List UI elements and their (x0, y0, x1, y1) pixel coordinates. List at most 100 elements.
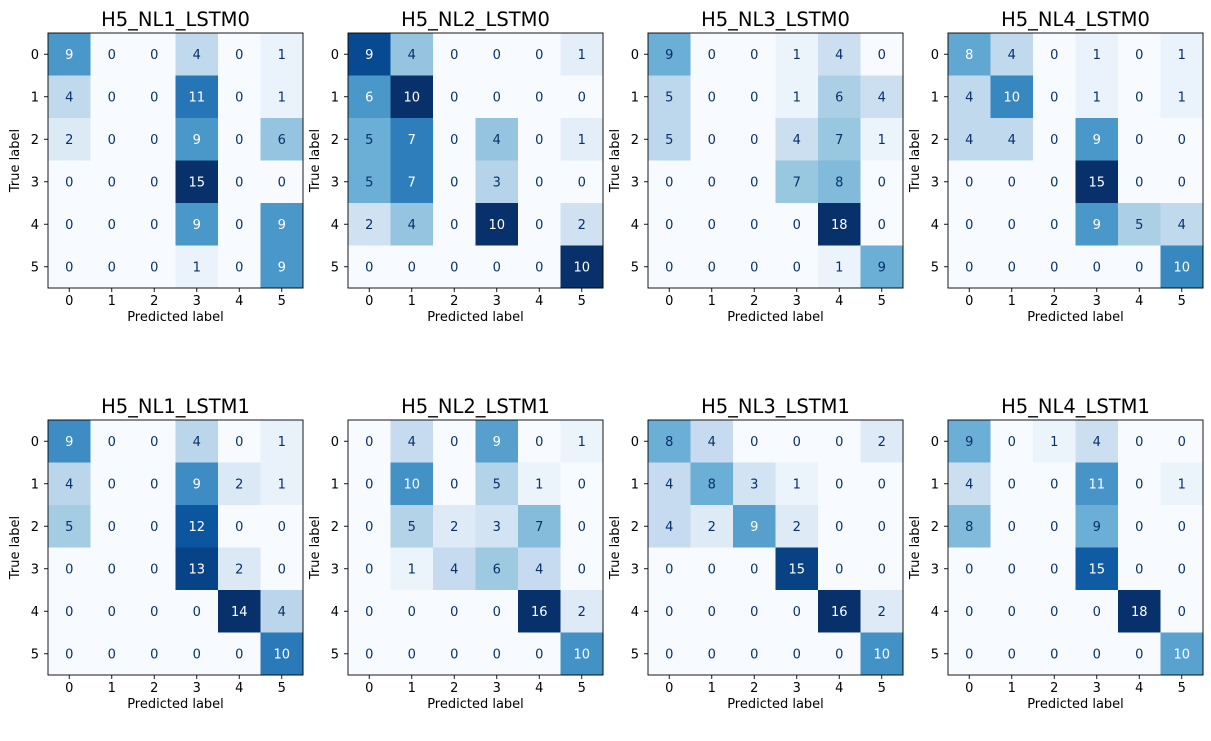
heatmap-cell (48, 118, 91, 161)
cell-value-label: 0 (1135, 520, 1143, 535)
cell-value-label: 0 (965, 605, 973, 620)
heatmap-cell (560, 420, 604, 463)
panel-title: H5_NL4_LSTM1 (1001, 395, 1150, 418)
heatmap-cell (348, 590, 391, 633)
heatmap-cell (133, 462, 176, 506)
y-axis-label: True label (608, 129, 623, 193)
cell-value-label: 8 (665, 435, 673, 450)
heatmap-cell (48, 75, 91, 119)
cell-value-label: 0 (708, 647, 716, 662)
cell-value-label: 0 (365, 435, 373, 450)
cell-value-label: 0 (708, 562, 716, 577)
cell-value-label: 0 (535, 90, 543, 105)
heatmap-cell (860, 245, 904, 289)
cell-value-label: 0 (365, 647, 373, 662)
heatmap-cell (1075, 75, 1119, 119)
heatmap-cell (475, 632, 519, 676)
cell-value-label: 0 (750, 605, 758, 620)
cell-value-label: 0 (1008, 605, 1016, 620)
cell-value-label: 0 (878, 175, 886, 190)
heatmap-cell (648, 462, 691, 506)
heatmap-cell (518, 75, 561, 119)
cell-value-label: 0 (535, 133, 543, 148)
heatmap-cell (518, 160, 561, 204)
cell-value-label: 16 (531, 605, 548, 620)
heatmap-cell (860, 505, 904, 548)
cell-value-label: 4 (278, 605, 286, 620)
heatmap-cell (990, 118, 1034, 161)
cell-value-label: 0 (750, 647, 758, 662)
cell-value-label: 0 (408, 605, 416, 620)
heatmap-cell (1075, 245, 1119, 289)
cell-value-label: 0 (150, 605, 158, 620)
cell-value-label: 10 (488, 218, 505, 233)
cell-value-label: 1 (193, 260, 201, 275)
heatmap-cell (48, 33, 91, 76)
cell-value-label: 0 (65, 605, 73, 620)
cell-value-label: 0 (535, 435, 543, 450)
cell-value-label: 0 (878, 48, 886, 63)
heatmap-cell (775, 547, 819, 591)
heatmap-cell (733, 118, 776, 161)
cell-value-label: 0 (1050, 260, 1058, 275)
heatmap-cell (990, 632, 1034, 676)
cell-value-label: 0 (235, 90, 243, 105)
cell-value-label: 0 (835, 435, 843, 450)
heatmap-cell (560, 118, 604, 161)
y-tick-label: 1 (631, 90, 639, 105)
heatmap-cell (433, 160, 476, 204)
cell-value-label: 0 (108, 218, 116, 233)
heatmap-cell (48, 505, 91, 548)
heatmap-cell (690, 547, 734, 591)
cell-value-label: 0 (108, 520, 116, 535)
cell-value-label: 0 (1008, 218, 1016, 233)
heatmap-cell (1033, 505, 1076, 548)
cell-value-label: 2 (365, 218, 373, 233)
heatmap-cell (818, 462, 861, 506)
heatmap-cell (48, 420, 91, 463)
cell-value-label: 0 (965, 562, 973, 577)
heatmap-cell (560, 245, 604, 289)
heatmap-cell (990, 203, 1034, 246)
heatmap-cell (218, 160, 261, 204)
cell-value-label: 14 (231, 605, 248, 620)
y-tick-label: 0 (631, 48, 639, 63)
heatmap-cell (433, 33, 476, 76)
cell-value-label: 0 (665, 218, 673, 233)
cell-value-label: 0 (708, 48, 716, 63)
cell-value-label: 0 (750, 218, 758, 233)
x-tick-label: 5 (578, 294, 586, 309)
x-tick-label: 5 (278, 681, 286, 696)
cell-value-label: 0 (278, 175, 286, 190)
heatmap-cell (860, 118, 904, 161)
cell-value-label: 0 (535, 218, 543, 233)
heatmap-cell (560, 203, 604, 246)
cell-value-label: 0 (1008, 260, 1016, 275)
y-tick-label: 0 (931, 48, 939, 63)
cell-value-label: 0 (150, 260, 158, 275)
x-tick-label: 1 (108, 294, 116, 309)
x-tick-label: 1 (708, 681, 716, 696)
cell-value-label: 1 (578, 435, 586, 450)
y-tick-label: 3 (31, 562, 39, 577)
heatmap-cell (818, 203, 861, 246)
heatmap-cell (518, 203, 561, 246)
cell-value-label: 0 (1178, 520, 1186, 535)
heatmap-cell (818, 590, 861, 633)
x-axis-label: Predicted label (727, 697, 824, 712)
heatmap-cell (133, 245, 176, 289)
cell-value-label: 0 (1008, 175, 1016, 190)
heatmap-cell (948, 462, 991, 506)
x-tick-label: 1 (408, 681, 416, 696)
heatmap-cell (260, 203, 304, 246)
cell-value-label: 11 (188, 90, 205, 105)
heatmap-cell (690, 203, 734, 246)
cell-value-label: 0 (578, 477, 586, 492)
heatmap-cell (260, 118, 304, 161)
cell-value-label: 0 (878, 562, 886, 577)
cell-value-label: 0 (1050, 175, 1058, 190)
cell-value-label: 7 (793, 175, 801, 190)
cell-value-label: 5 (408, 520, 416, 535)
x-tick-label: 5 (278, 294, 286, 309)
heatmap-cell (860, 590, 904, 633)
